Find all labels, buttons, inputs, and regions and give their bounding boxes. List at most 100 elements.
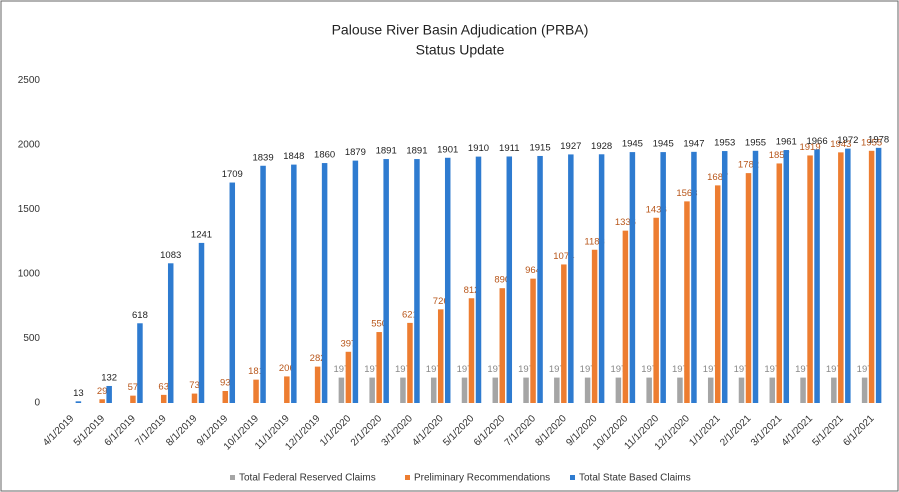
bar — [198, 242, 205, 403]
bar — [838, 152, 844, 403]
data-label: 1083 — [160, 250, 181, 261]
data-label: 397 — [340, 338, 356, 349]
bar — [191, 393, 198, 403]
bar — [99, 399, 105, 403]
data-label: 197 — [457, 364, 473, 375]
bar — [407, 322, 413, 403]
chart-title: Palouse River Basin Adjudication (PRBA) — [332, 22, 589, 38]
data-label: 726 — [433, 296, 449, 307]
chart-subtitle: Status Update — [416, 42, 505, 58]
data-label: 1953 — [714, 138, 735, 149]
data-label: 1074 — [553, 251, 574, 262]
data-label: 1910 — [468, 143, 489, 154]
data-label: 1891 — [406, 146, 427, 157]
bar — [229, 182, 236, 403]
bar — [530, 278, 536, 403]
bar — [345, 351, 352, 403]
bar — [714, 185, 721, 403]
data-label: 1436 — [646, 204, 667, 215]
data-label: 197 — [734, 364, 750, 375]
bar — [752, 150, 759, 403]
bar — [130, 395, 136, 403]
data-label: 1945 — [653, 139, 674, 150]
data-label: 197 — [672, 364, 688, 375]
y-tick-label: 500 — [23, 333, 40, 344]
data-label: 1945 — [622, 139, 643, 150]
bar — [861, 377, 868, 403]
data-label: 1241 — [191, 229, 212, 240]
bar — [437, 309, 444, 403]
bar — [338, 377, 345, 403]
data-label: 890 — [494, 275, 510, 286]
data-label: 197 — [364, 364, 380, 375]
bar — [352, 160, 359, 403]
y-tick-label: 1000 — [18, 269, 41, 280]
bar — [376, 332, 382, 403]
data-label: 197 — [518, 364, 534, 375]
bar — [800, 377, 806, 403]
data-label: 197 — [426, 364, 442, 375]
y-tick-label: 2500 — [18, 75, 41, 86]
y-tick-label: 1500 — [18, 204, 41, 215]
bar — [523, 377, 529, 403]
data-label: 1336 — [615, 217, 636, 228]
legend-swatch — [570, 475, 575, 480]
bar — [260, 165, 266, 403]
bar — [814, 149, 820, 403]
bar — [369, 377, 375, 403]
data-label: 132 — [101, 372, 117, 383]
data-label: 621 — [402, 309, 418, 320]
data-label: 964 — [525, 265, 541, 276]
bar — [622, 230, 629, 403]
data-label: 197 — [795, 364, 811, 375]
bar — [868, 150, 875, 403]
bar — [167, 263, 174, 403]
data-label: 13 — [73, 388, 84, 399]
data-label: 197 — [857, 364, 873, 375]
bar — [160, 394, 167, 403]
data-label: 1978 — [868, 134, 889, 145]
data-label: 29 — [97, 386, 108, 397]
data-label: 197 — [549, 364, 565, 375]
bar — [291, 164, 297, 403]
data-label: 197 — [826, 364, 842, 375]
bar — [430, 377, 437, 403]
data-label: 1943 — [830, 139, 851, 150]
data-label: 1972 — [837, 135, 858, 146]
bar — [660, 152, 666, 403]
data-label: 1860 — [314, 150, 335, 161]
bar — [646, 377, 652, 403]
data-label: 1928 — [591, 141, 612, 152]
data-label: 1879 — [345, 147, 366, 158]
bar — [383, 159, 389, 403]
data-label: 812 — [464, 285, 480, 296]
y-tick-label: 2000 — [18, 140, 41, 151]
bar — [591, 249, 598, 403]
bar — [561, 264, 567, 403]
data-label: 1955 — [745, 137, 766, 148]
bar — [568, 154, 574, 403]
data-label: 206 — [279, 363, 295, 374]
bar — [492, 377, 499, 403]
data-label: 197 — [641, 364, 657, 375]
bar — [721, 151, 728, 403]
bar — [475, 156, 482, 403]
bar — [499, 288, 506, 403]
legend-label: Preliminary Recommendations — [414, 473, 550, 484]
bar — [745, 173, 752, 403]
bar — [106, 385, 112, 403]
data-label: 1901 — [437, 144, 458, 155]
data-label: 1188 — [584, 236, 604, 247]
data-label: 197 — [580, 364, 596, 375]
bar — [137, 323, 143, 403]
legend-swatch — [405, 475, 410, 480]
bar — [807, 155, 813, 403]
data-label: 1915 — [529, 142, 550, 153]
bar — [598, 154, 605, 403]
data-label: 1961 — [776, 137, 797, 148]
data-label: 1955 — [861, 137, 882, 148]
bar — [414, 159, 420, 403]
legend-label: Total Federal Reserved Claims — [239, 473, 376, 484]
data-label: 57 — [128, 382, 139, 393]
data-label: 197 — [610, 364, 626, 375]
